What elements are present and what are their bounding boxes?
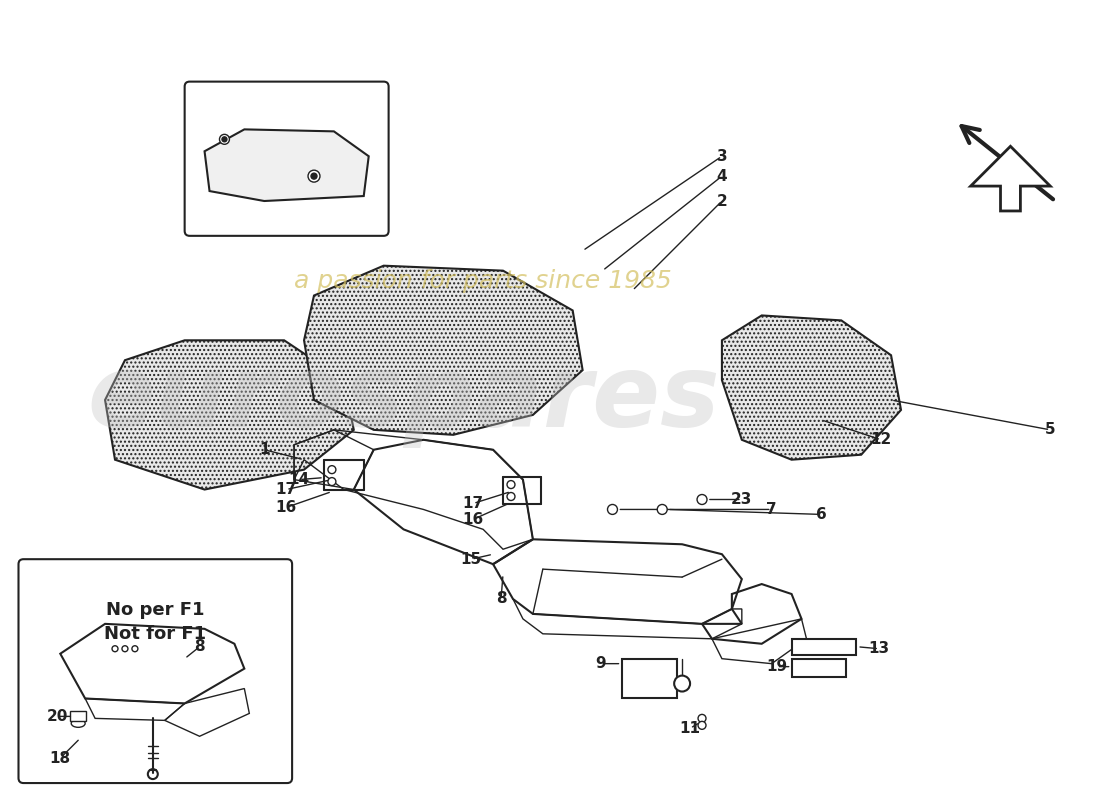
FancyBboxPatch shape [185,82,388,236]
Text: 6: 6 [816,507,827,522]
Bar [792,658,846,677]
Circle shape [328,466,336,474]
Text: a passion for parts since 1985: a passion for parts since 1985 [295,269,672,293]
FancyBboxPatch shape [70,711,86,722]
Circle shape [507,481,515,489]
Circle shape [698,714,706,722]
Polygon shape [205,130,368,201]
Text: 11: 11 [680,721,701,736]
Text: 19: 19 [766,659,788,674]
Circle shape [328,478,336,486]
Circle shape [658,505,668,514]
Polygon shape [970,146,1050,211]
Text: 17: 17 [276,482,297,497]
Circle shape [607,505,617,514]
Text: 15: 15 [461,552,482,566]
Text: 8: 8 [496,591,506,606]
Text: 18: 18 [50,750,70,766]
Text: 22: 22 [363,132,384,147]
Text: 9: 9 [595,656,606,671]
Polygon shape [106,340,354,490]
Text: eurospares: eurospares [87,351,719,449]
Text: 1: 1 [258,442,270,458]
Text: No per F1
Not for F1: No per F1 Not for F1 [104,601,207,642]
Text: 3: 3 [716,149,727,164]
Text: 23: 23 [732,492,752,507]
Text: 16: 16 [275,500,297,515]
Bar [792,638,856,654]
Text: 2: 2 [716,194,727,209]
Circle shape [222,137,227,142]
Text: 4: 4 [716,169,727,184]
Circle shape [697,494,707,505]
Text: 5: 5 [1045,422,1056,438]
Circle shape [698,722,706,730]
Text: 7: 7 [767,502,777,517]
Text: 10: 10 [630,676,651,691]
FancyBboxPatch shape [19,559,293,783]
Text: 21: 21 [363,158,384,174]
Polygon shape [304,266,583,435]
Polygon shape [722,315,901,460]
Bar [623,658,678,698]
Text: 13: 13 [869,642,890,656]
Circle shape [220,134,230,144]
Text: 16: 16 [463,512,484,527]
Text: 17: 17 [463,496,484,511]
Text: 12: 12 [870,432,892,447]
Circle shape [311,173,317,179]
Circle shape [674,675,690,691]
Text: 20: 20 [46,709,68,724]
Circle shape [308,170,320,182]
Circle shape [507,493,515,501]
Text: 8: 8 [195,639,205,654]
Text: 14: 14 [288,472,309,487]
